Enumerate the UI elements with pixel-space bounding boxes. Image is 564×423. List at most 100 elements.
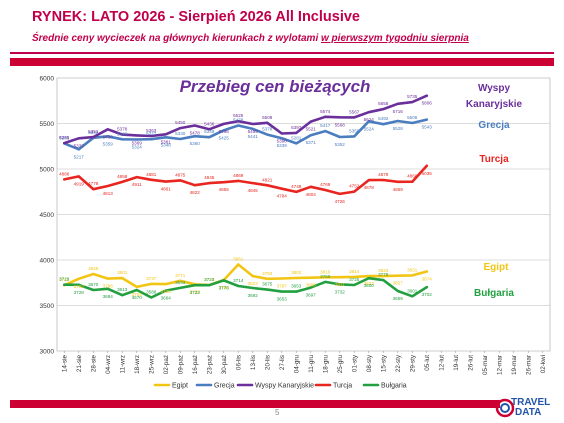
data-label-wyspy: 5508 (262, 115, 273, 120)
series-line-wyspy (63, 94, 429, 145)
data-point-egipt (382, 275, 385, 278)
x-tick-label: 30-paź (221, 355, 228, 374)
slide-header: RYNEK: LATO 2026 - Sierpień 2026 All Inc… (0, 0, 564, 60)
logo-line2: DATA (515, 407, 542, 418)
x-tick-label: 01-sty (351, 354, 358, 372)
x-tick-label: 22-sty (395, 354, 402, 372)
data-point-turcja (237, 179, 240, 183)
series-name-egipt: Egipt (484, 262, 510, 273)
x-tick-label: 12-mar (496, 355, 503, 375)
data-point-wyspy (324, 115, 327, 118)
data-point-turcja (77, 175, 80, 178)
data-point-bulgaria (92, 288, 95, 292)
x-tick-label: 05-mar (482, 355, 489, 375)
data-point-bulgaria (411, 295, 414, 298)
data-label-grecja: 5441 (248, 134, 259, 139)
header-divider (10, 52, 554, 54)
data-point-grecja (150, 138, 153, 141)
data-point-egipt (280, 277, 283, 280)
data-point-wyspy (106, 128, 109, 131)
data-point-egipt (150, 282, 153, 286)
data-label-bulgaria: 3779 (378, 272, 389, 277)
data-point-bulgaria (338, 283, 341, 286)
x-tick-label: 25-wrz (148, 355, 155, 374)
data-label-wyspy: 5496 (219, 129, 230, 134)
data-label-wyspy: 5806 (422, 101, 433, 106)
data-label-wyspy: 5525 (233, 113, 244, 118)
data-point-bulgaria (106, 287, 109, 290)
data-point-grecja (121, 138, 124, 141)
data-label-wyspy: 5735 (407, 94, 418, 99)
data-point-grecja (295, 142, 298, 145)
data-point-turcja (150, 178, 153, 181)
data-point-egipt (266, 277, 269, 280)
data-label-turcja: 4748 (291, 184, 302, 189)
data-label-bulgaria: 3653 (277, 297, 288, 302)
data-point-grecja (237, 124, 240, 127)
data-label-bulgaria: 3697 (306, 293, 317, 298)
data-point-turcja (208, 182, 211, 185)
series-line-egipt (63, 263, 429, 289)
data-label-turcja: 5035 (422, 171, 433, 176)
data-point-turcja (353, 190, 356, 193)
data-label-wyspy: 5436 (103, 134, 114, 139)
y-tick-label: 4500 (40, 212, 55, 219)
data-label-turcja: 4861 (161, 187, 172, 192)
data-point-turcja (106, 184, 109, 188)
data-point-wyspy (411, 101, 414, 104)
data-point-wyspy (382, 108, 385, 111)
subtitle-underlined: w pierwszym tygodniu sierpnia (321, 33, 469, 44)
subtitle-text: Średnie ceny wycieczek na głównych kieru… (32, 33, 321, 44)
data-label-grecja: 5343 (88, 130, 99, 135)
data-point-turcja (193, 184, 196, 187)
data-point-turcja (135, 175, 138, 179)
data-label-wyspy: 5436 (204, 121, 215, 126)
data-label-grecja: 5528 (393, 126, 404, 131)
data-label-bulgaria: 3613 (117, 287, 128, 292)
data-point-grecja (222, 129, 225, 132)
data-label-grecja: 5543 (422, 125, 433, 130)
data-label-wyspy: 5478 (190, 131, 201, 136)
data-label-turcja: 4813 (103, 191, 114, 196)
data-point-bulgaria (237, 284, 240, 288)
data-point-bulgaria (382, 279, 385, 282)
x-tick-label: 04-gru (293, 355, 300, 374)
x-tick-label: 26-lut (467, 355, 474, 371)
data-point-wyspy (425, 94, 428, 97)
data-point-egipt (411, 274, 414, 277)
slide-title: RYNEK: LATO 2026 - Sierpień 2026 All Inc… (32, 9, 360, 25)
data-point-egipt (92, 272, 95, 276)
data-label-wyspy: 5390 (277, 139, 288, 144)
data-label-grecja: 5326 (117, 131, 128, 136)
data-label-turcja: 4778 (88, 181, 99, 186)
data-label-bulgaria: 3714 (233, 278, 244, 283)
y-tick-label: 3500 (40, 303, 55, 310)
data-label-turcja: 4886 (59, 171, 70, 176)
data-point-bulgaria (222, 279, 225, 282)
data-point-bulgaria (396, 289, 399, 293)
series-name-wyspy: Kanaryjskie (466, 99, 523, 110)
y-tick-label: 5500 (40, 121, 55, 128)
data-label-turcja: 4859 (393, 187, 404, 192)
chart-data-labels: 3723 3793 3846 3796 3801 3704 3737 3735 3771 3733… (59, 94, 432, 301)
data-label-grecja: 5281 (291, 135, 302, 140)
series-name-labels: Egipt Grecja Wyspy Kanaryjskie Turcja Bułgari… (466, 83, 523, 299)
legend-label-bulgaria: Bułgaria (381, 383, 407, 390)
data-label-bulgaria: 3732 (335, 289, 346, 294)
data-label-bulgaria: 3692 (248, 293, 259, 298)
data-label-bulgaria: 3588 (146, 289, 157, 294)
data-label-turcja: 4804 (306, 192, 317, 197)
data-label-bulgaria: 3664 (161, 296, 172, 301)
data-label-egipt: 3802 (291, 270, 302, 275)
data-point-wyspy (63, 141, 66, 145)
data-point-turcja (266, 184, 269, 187)
data-point-turcja (121, 180, 124, 184)
data-point-egipt (106, 277, 109, 280)
data-label-grecja: 5324 (132, 145, 143, 150)
data-point-wyspy (179, 126, 182, 130)
data-label-egipt: 3814 (349, 269, 360, 274)
data-point-grecja (179, 137, 182, 141)
data-label-turcja: 4919 (74, 181, 85, 186)
data-point-bulgaria (121, 294, 124, 297)
